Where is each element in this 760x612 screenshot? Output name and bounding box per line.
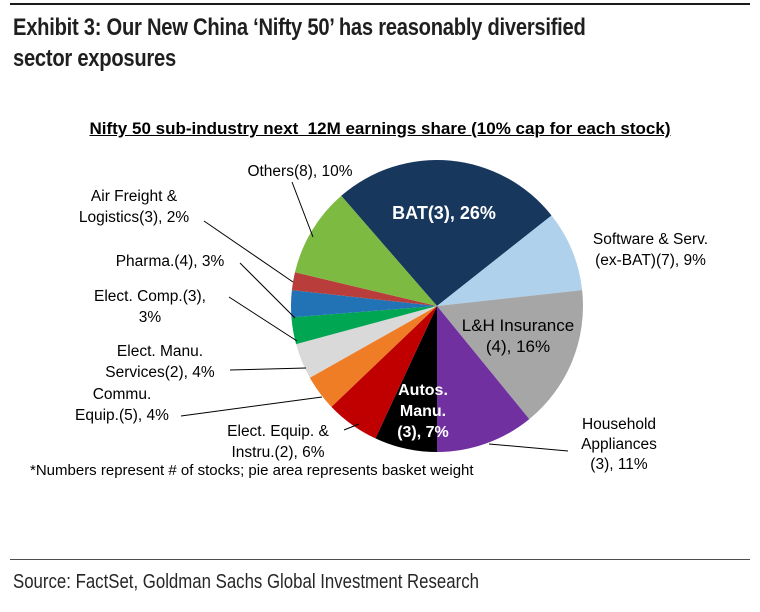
pie-slice-elect-comp — [291, 306, 437, 345]
exhibit-title-line1: Exhibit 3: Our New China ‘Nifty 50’ has … — [13, 14, 586, 41]
slice-label-autos-manu: Autos. Manu. (3), 7% — [397, 382, 449, 441]
chart-footnote: *Numbers represent # of stocks; pie area… — [30, 462, 474, 479]
pie-slice-pharma — [290, 290, 437, 318]
slice-label-software-serv: Software & Serv. (ex-BAT)(7), 9% — [592, 231, 709, 269]
pie-slice-l-h-insurance — [437, 290, 583, 420]
exhibit-title: Exhibit 3: Our New China ‘Nifty 50’ has … — [13, 12, 586, 74]
slice-label-pharma: Pharma.(4), 3% — [115, 253, 225, 270]
leader-line-air-freight — [203, 220, 294, 283]
slice-label-others: Others(8), 10% — [247, 163, 353, 180]
slice-label-elect-equip: Elect. Equip. & Instru.(2), 6% — [227, 423, 329, 461]
pie-slice-elect-manu-services — [296, 306, 437, 378]
slice-label-elect-comp: Elect. Comp.(3), 3% — [94, 288, 206, 326]
leader-line-elect-manu — [229, 367, 307, 371]
pie-slice-air-freight-logistics — [291, 272, 437, 306]
leader-line-commu-equip — [180, 396, 323, 417]
leader-lines — [180, 181, 569, 452]
leader-line-pharma — [239, 262, 296, 319]
pie-slice-commu-equip — [309, 306, 437, 407]
pie-slice-software-serv-ex-bat — [437, 215, 583, 306]
pie-slices — [290, 159, 583, 452]
slice-label-household-appliances: Household Appliances (3), 11% — [581, 416, 657, 473]
chart-title: Nifty 50 sub-industry next 12M earnings … — [89, 119, 671, 138]
slice-label-elect-manu-services: Elect. Manu. Services(2), 4% — [105, 343, 215, 381]
pie-slice-elect-equip-instru — [331, 306, 437, 439]
leader-line-others — [291, 181, 314, 238]
slice-label-commu-equip: Commu. Equip.(5), 4% — [75, 386, 169, 424]
top-rule — [10, 3, 750, 5]
leader-line-elect-comp — [228, 296, 298, 342]
leader-line-household — [488, 443, 569, 452]
pie-slice-bat — [341, 159, 552, 306]
slice-label-air-freight: Air Freight & Logistics(3), 2% — [78, 188, 190, 226]
bottom-rule — [10, 559, 750, 560]
pie-slice-others — [294, 195, 437, 306]
leader-line-elect-equip — [343, 423, 360, 431]
source-line: Source: FactSet, Goldman Sachs Global In… — [13, 571, 479, 593]
slice-label-bat: BAT(3), 26% — [392, 203, 496, 223]
slice-label-lh-insurance: L&H Insurance (4), 16% — [461, 316, 575, 356]
pie-slice-household-appliances — [437, 306, 530, 452]
exhibit-title-line2: sector exposures — [13, 45, 176, 72]
pie-slice-autos-manu — [375, 306, 438, 452]
